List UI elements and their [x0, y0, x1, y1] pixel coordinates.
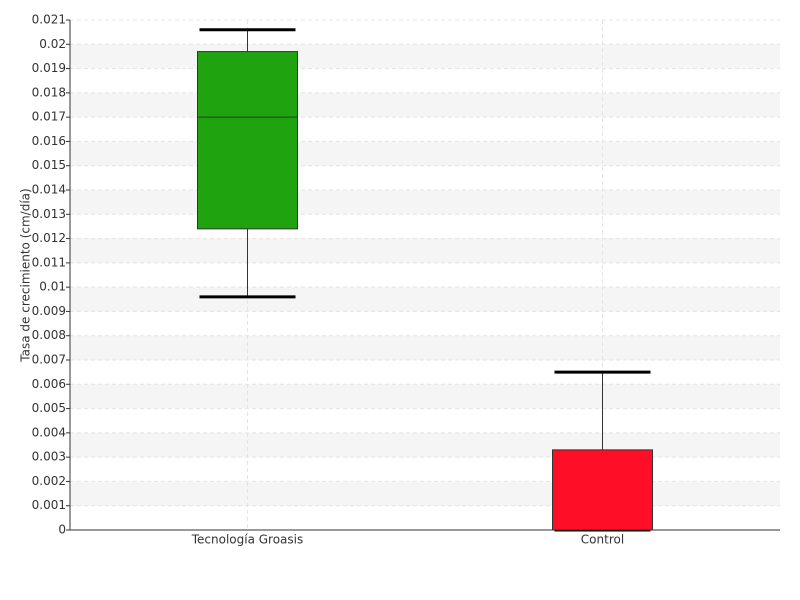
y-tick-label: 0.008	[32, 328, 66, 342]
grid-band	[70, 287, 780, 312]
x-tick-label: Control	[581, 533, 624, 547]
y-tick-label: 0.01	[39, 280, 66, 294]
box	[552, 449, 653, 531]
y-tick-label: 0.001	[32, 498, 66, 512]
y-tick-label: 0.007	[32, 353, 66, 367]
y-tick-label: 0.005	[32, 401, 66, 415]
y-tick-label: 0	[58, 523, 66, 537]
box	[197, 51, 298, 230]
y-tick-label: 0.006	[32, 377, 66, 391]
y-axis-label: Tasa de crecimiento (cm/día)	[19, 188, 33, 362]
grid-band	[70, 335, 780, 360]
grid-band	[70, 238, 780, 263]
grid-band	[70, 141, 780, 166]
y-tick-label: 0.009	[32, 304, 66, 318]
y-tick-label: 0.011	[32, 255, 66, 269]
y-tick-label: 0.019	[32, 61, 66, 75]
y-tick-label: 0.004	[32, 425, 66, 439]
grid-band	[70, 92, 780, 118]
y-tick-label: 0.021	[32, 13, 66, 27]
y-tick-label: 0.015	[32, 158, 66, 172]
y-tick-label: 0.012	[32, 231, 66, 245]
grid-band	[70, 190, 780, 215]
y-tick-label: 0.017	[32, 110, 66, 124]
grid-band	[70, 44, 780, 69]
y-tick-label: 0.002	[32, 474, 66, 488]
y-tick-label: 0.013	[32, 207, 66, 221]
y-tick-label: 0.016	[32, 134, 66, 148]
y-tick-label: 0.003	[32, 450, 66, 464]
y-tick-label: 0.02	[39, 37, 66, 51]
x-tick-label: Tecnología Groasis	[191, 533, 304, 547]
grid-band	[70, 432, 780, 458]
y-tick-label: 0.014	[32, 183, 66, 197]
grid-band	[70, 481, 780, 506]
grid-band	[70, 384, 780, 409]
y-tick-label: 0.018	[32, 85, 66, 99]
